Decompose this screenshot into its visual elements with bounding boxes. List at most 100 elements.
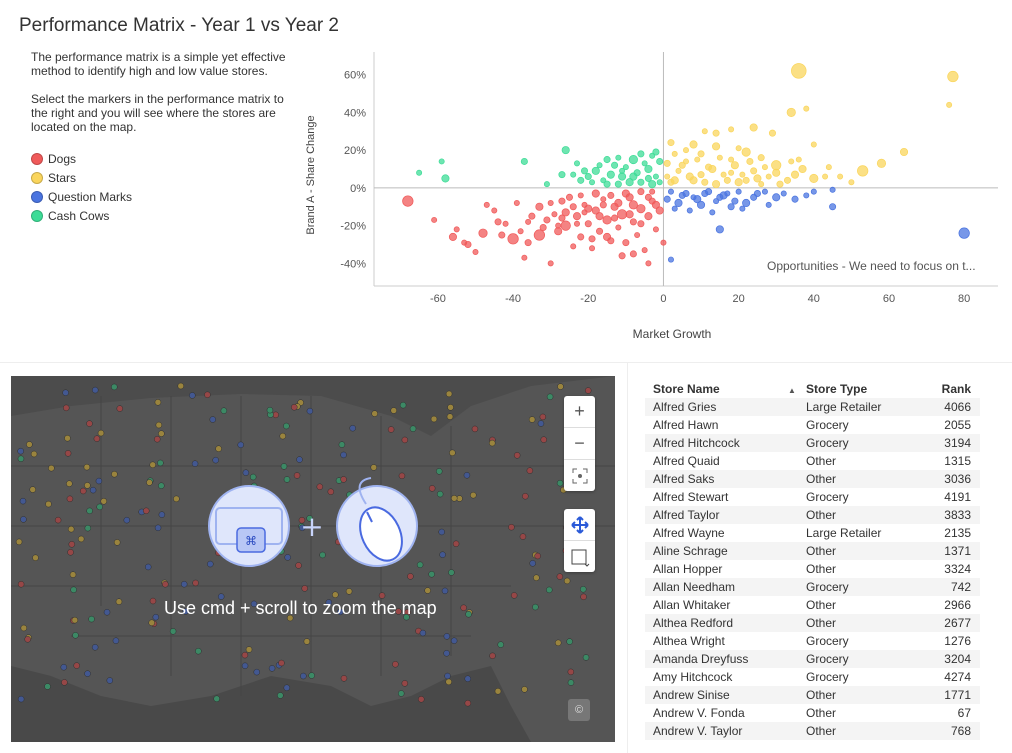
scatter-point-stars[interactable] <box>728 156 735 163</box>
scatter-point-dogs[interactable] <box>502 220 509 227</box>
scatter-point-cash-cows[interactable] <box>570 171 577 178</box>
scatter-point-stars[interactable] <box>697 171 705 179</box>
store-marker[interactable] <box>66 495 74 503</box>
store-marker[interactable] <box>180 580 188 588</box>
scatter-point-dogs[interactable] <box>584 220 592 228</box>
store-marker[interactable] <box>209 416 217 423</box>
scatter-point-dogs[interactable] <box>637 188 645 196</box>
scatter-point-dogs[interactable] <box>645 260 652 267</box>
scatter-point-dogs[interactable] <box>570 243 577 250</box>
legend-item-cash-cows[interactable]: Cash Cows <box>31 206 132 225</box>
scatter-point-stars[interactable] <box>899 147 909 157</box>
scatter-point-dogs[interactable] <box>577 233 585 241</box>
table-row[interactable]: Alfred Wayne Large Retailer 2135 <box>645 524 980 542</box>
store-marker[interactable] <box>54 516 62 524</box>
store-marker[interactable] <box>96 503 103 511</box>
scatter-point-dogs[interactable] <box>618 252 626 260</box>
scatter-point-stars[interactable] <box>701 128 708 135</box>
store-marker[interactable] <box>397 690 405 697</box>
store-marker[interactable] <box>293 472 301 479</box>
scatter-point-dogs[interactable] <box>448 232 457 241</box>
store-marker[interactable] <box>32 554 39 562</box>
store-marker[interactable] <box>84 524 92 532</box>
store-marker[interactable] <box>463 472 471 479</box>
legend-item-question-marks[interactable]: Question Marks <box>31 187 132 206</box>
scatter-point-question-marks[interactable] <box>829 203 837 211</box>
store-marker[interactable] <box>563 577 571 585</box>
store-marker[interactable] <box>17 447 24 455</box>
store-marker[interactable] <box>340 451 347 459</box>
scatter-point-dogs[interactable] <box>589 245 596 252</box>
table-row[interactable]: Alfred Hitchcock Grocery 3194 <box>645 434 980 452</box>
store-marker[interactable] <box>464 675 472 682</box>
store-marker[interactable] <box>89 486 97 494</box>
table-row[interactable]: Alfred Saks Other 3036 <box>645 470 980 488</box>
store-marker[interactable] <box>443 650 450 657</box>
scatter-point-cash-cows[interactable] <box>648 180 657 189</box>
scatter-point-stars[interactable] <box>730 161 739 170</box>
store-marker[interactable] <box>445 390 453 398</box>
scatter-point-dogs[interactable] <box>596 227 604 235</box>
scatter-point-dogs[interactable] <box>535 202 544 211</box>
scatter-point-dogs[interactable] <box>634 232 641 239</box>
store-marker[interactable] <box>450 637 458 644</box>
store-marker[interactable] <box>401 436 409 444</box>
store-marker[interactable] <box>158 430 165 437</box>
scatter-point-stars[interactable] <box>757 154 765 162</box>
store-marker[interactable] <box>447 404 454 411</box>
scatter-point-dogs[interactable] <box>591 206 600 215</box>
scatter-point-stars[interactable] <box>708 164 717 174</box>
scatter-point-dogs[interactable] <box>517 228 524 235</box>
store-marker[interactable] <box>30 450 38 458</box>
scatter-point-question-marks[interactable] <box>724 190 731 197</box>
scatter-point-cash-cows[interactable] <box>441 174 450 183</box>
scatter-point-cash-cows[interactable] <box>644 174 652 182</box>
store-marker[interactable] <box>215 445 222 452</box>
store-marker[interactable] <box>430 415 438 423</box>
scatter-point-stars[interactable] <box>701 178 709 186</box>
scatter-point-cash-cows[interactable] <box>618 172 627 181</box>
scatter-point-stars[interactable] <box>798 164 807 174</box>
table-row[interactable]: Andrew Sinise Other 1771 <box>645 686 980 704</box>
store-marker[interactable] <box>283 476 291 483</box>
pan-tool-button[interactable] <box>564 509 595 541</box>
scatter-point-dogs[interactable] <box>539 223 547 232</box>
scatter-point-question-marks[interactable] <box>772 193 781 202</box>
scatter-point-question-marks[interactable] <box>727 203 735 211</box>
store-marker[interactable] <box>325 599 333 606</box>
store-marker[interactable] <box>508 523 515 531</box>
store-marker[interactable] <box>29 486 36 493</box>
scatter-point-dogs[interactable] <box>491 207 498 214</box>
store-marker[interactable] <box>319 551 326 559</box>
store-marker[interactable] <box>403 613 410 621</box>
store-marker[interactable] <box>441 587 449 595</box>
scatter-point-stars[interactable] <box>746 157 754 165</box>
scatter-point-dogs[interactable] <box>600 196 607 203</box>
scatter-point-dogs[interactable] <box>547 199 554 206</box>
scatter-point-cash-cows[interactable] <box>558 171 566 179</box>
scatter-point-question-marks[interactable] <box>678 191 686 199</box>
scatter-point-question-marks[interactable] <box>829 186 836 193</box>
scatter-point-cash-cows[interactable] <box>438 158 445 165</box>
store-marker[interactable] <box>242 469 250 476</box>
store-marker[interactable] <box>64 434 71 442</box>
table-row[interactable]: Allan Hopper Other 3324 <box>645 560 980 578</box>
scatter-point-question-marks[interactable] <box>803 192 810 199</box>
store-marker[interactable] <box>316 483 324 491</box>
store-marker[interactable] <box>154 399 162 406</box>
store-marker[interactable] <box>279 432 287 440</box>
store-marker[interactable] <box>217 593 225 600</box>
scatter-point-stars[interactable] <box>776 180 784 188</box>
scatter-point-stars[interactable] <box>697 150 705 158</box>
scatter-point-stars[interactable] <box>716 154 723 161</box>
scatter-point-stars[interactable] <box>837 173 844 180</box>
store-marker[interactable] <box>494 687 502 695</box>
scatter-point-dogs[interactable] <box>431 216 438 223</box>
scatter-point-stars[interactable] <box>809 173 819 183</box>
store-marker[interactable] <box>158 482 165 489</box>
store-marker[interactable] <box>378 592 386 599</box>
scatter-point-stars[interactable] <box>749 123 758 132</box>
store-marker[interactable] <box>450 495 458 502</box>
store-marker[interactable] <box>44 683 51 690</box>
store-marker[interactable] <box>15 538 23 546</box>
